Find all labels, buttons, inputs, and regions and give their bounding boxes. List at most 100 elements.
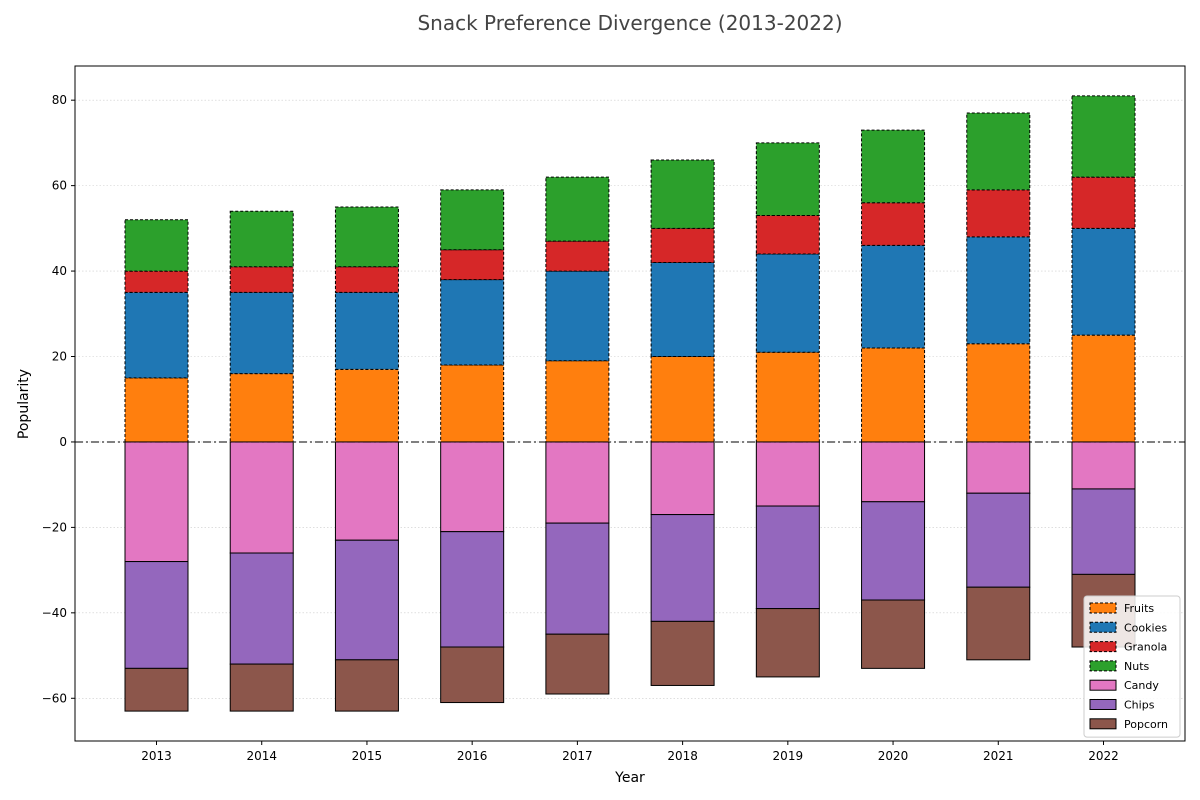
bars: [124, 95, 1136, 712]
x-tick-label-2014: 2014: [246, 749, 277, 763]
x-tick-label-2017: 2017: [562, 749, 593, 763]
bar-granola-2020: [861, 202, 926, 246]
y-tick-label-80: 80: [52, 93, 67, 107]
bar-granola-2015: [334, 266, 399, 293]
bar-fruits-2019: [755, 351, 820, 443]
bar-cookies-2013: [124, 291, 189, 379]
bar-fruits-2014: [229, 373, 294, 443]
bar-cookies-2015: [334, 291, 399, 370]
y-tick-label-60: 60: [52, 179, 67, 193]
bar-candy-2015: [334, 441, 399, 541]
bar-candy-2014: [229, 441, 294, 554]
y-axis-label: Popularity: [16, 369, 32, 439]
bar-popcorn-2021: [966, 586, 1031, 661]
bar-popcorn-2015: [334, 659, 399, 712]
legend-swatch-granola: [1089, 641, 1117, 653]
bar-fruits-2013: [124, 377, 189, 443]
bar-fruits-2018: [650, 356, 715, 443]
bar-granola-2018: [650, 227, 715, 264]
bar-nuts-2022: [1071, 95, 1136, 178]
bar-nuts-2021: [966, 112, 1031, 191]
bar-nuts-2015: [334, 206, 399, 268]
bar-candy-2016: [440, 441, 505, 533]
bar-chips-2017: [545, 522, 610, 635]
bar-fruits-2016: [440, 364, 505, 443]
bar-nuts-2020: [861, 129, 926, 204]
legend-swatch-fruits: [1089, 602, 1117, 614]
bar-cookies-2014: [229, 291, 294, 375]
bar-granola-2016: [440, 249, 505, 281]
x-tick-label-2021: 2021: [983, 749, 1014, 763]
legend-label-granola: Granola: [1124, 641, 1167, 654]
bar-granola-2021: [966, 189, 1031, 238]
bar-candy-2022: [1071, 441, 1136, 490]
legend-swatch-nuts: [1089, 660, 1117, 672]
legend-label-popcorn: Popcorn: [1124, 718, 1168, 731]
bar-cookies-2022: [1071, 227, 1136, 336]
y-tick-label-0: 0: [59, 435, 67, 449]
x-tick-label-2020: 2020: [878, 749, 909, 763]
bar-chips-2020: [861, 501, 926, 601]
bar-candy-2021: [966, 441, 1031, 494]
bar-candy-2019: [755, 441, 820, 507]
bar-popcorn-2019: [755, 608, 820, 678]
bar-fruits-2017: [545, 360, 610, 443]
bar-chips-2022: [1071, 488, 1136, 575]
legend-label-chips: Chips: [1124, 699, 1155, 712]
legend: Fruits Cookies Granola Nuts Candy Chips Popcor…: [1083, 595, 1181, 738]
bar-granola-2014: [229, 266, 294, 293]
bar-chips-2016: [440, 531, 505, 648]
bar-nuts-2019: [755, 142, 820, 217]
y-tick-label--40: −40: [42, 606, 67, 620]
bar-popcorn-2018: [650, 620, 715, 686]
bar-chips-2015: [334, 539, 399, 661]
axis-ticks: −60 −40 −20 0 20 40 60 80 2013 2014 2015 2016 2017 20…: [42, 93, 1119, 763]
bar-fruits-2021: [966, 343, 1031, 443]
bar-granola-2013: [124, 270, 189, 293]
bar-fruits-2020: [861, 347, 926, 443]
bar-popcorn-2014: [229, 663, 294, 712]
legend-swatch-popcorn: [1089, 718, 1117, 730]
bar-cookies-2017: [545, 270, 610, 362]
bar-candy-2017: [545, 441, 610, 524]
bar-chips-2013: [124, 561, 189, 669]
bar-cookies-2019: [755, 253, 820, 353]
legend-swatch-cookies: [1089, 621, 1117, 633]
bar-popcorn-2013: [124, 667, 189, 712]
bar-cookies-2018: [650, 262, 715, 358]
x-tick-label-2022: 2022: [1088, 749, 1119, 763]
bar-granola-2017: [545, 240, 610, 272]
bar-chips-2014: [229, 552, 294, 665]
legend-swatch-chips: [1089, 699, 1117, 710]
bar-nuts-2014: [229, 210, 294, 268]
legend-swatch-candy: [1089, 679, 1117, 691]
bar-fruits-2022: [1071, 334, 1136, 443]
x-tick-label-2013: 2013: [141, 749, 172, 763]
bar-cookies-2016: [440, 279, 505, 366]
x-tick-label-2016: 2016: [457, 749, 488, 763]
legend-label-cookies: Cookies: [1124, 621, 1167, 634]
bar-cookies-2021: [966, 236, 1031, 345]
bar-nuts-2013: [124, 219, 189, 272]
bar-popcorn-2016: [440, 646, 505, 704]
bar-cookies-2020: [861, 244, 926, 349]
y-tick-label-40: 40: [52, 264, 67, 278]
bar-granola-2022: [1071, 176, 1136, 229]
bar-candy-2020: [861, 441, 926, 503]
bar-popcorn-2020: [861, 599, 926, 669]
bar-fruits-2015: [334, 368, 399, 443]
bar-chips-2019: [755, 505, 820, 610]
x-tick-label-2015: 2015: [352, 749, 383, 763]
x-tick-label-2019: 2019: [773, 749, 804, 763]
bar-candy-2018: [650, 441, 715, 516]
bar-chips-2021: [966, 492, 1031, 588]
y-tick-label--20: −20: [42, 520, 67, 534]
x-axis-label: Year: [614, 770, 645, 786]
legend-label-nuts: Nuts: [1124, 660, 1150, 673]
plot-frame: [74, 65, 1186, 742]
y-tick-label-20: 20: [52, 350, 67, 364]
bar-granola-2019: [755, 215, 820, 255]
bar-nuts-2017: [545, 176, 610, 242]
